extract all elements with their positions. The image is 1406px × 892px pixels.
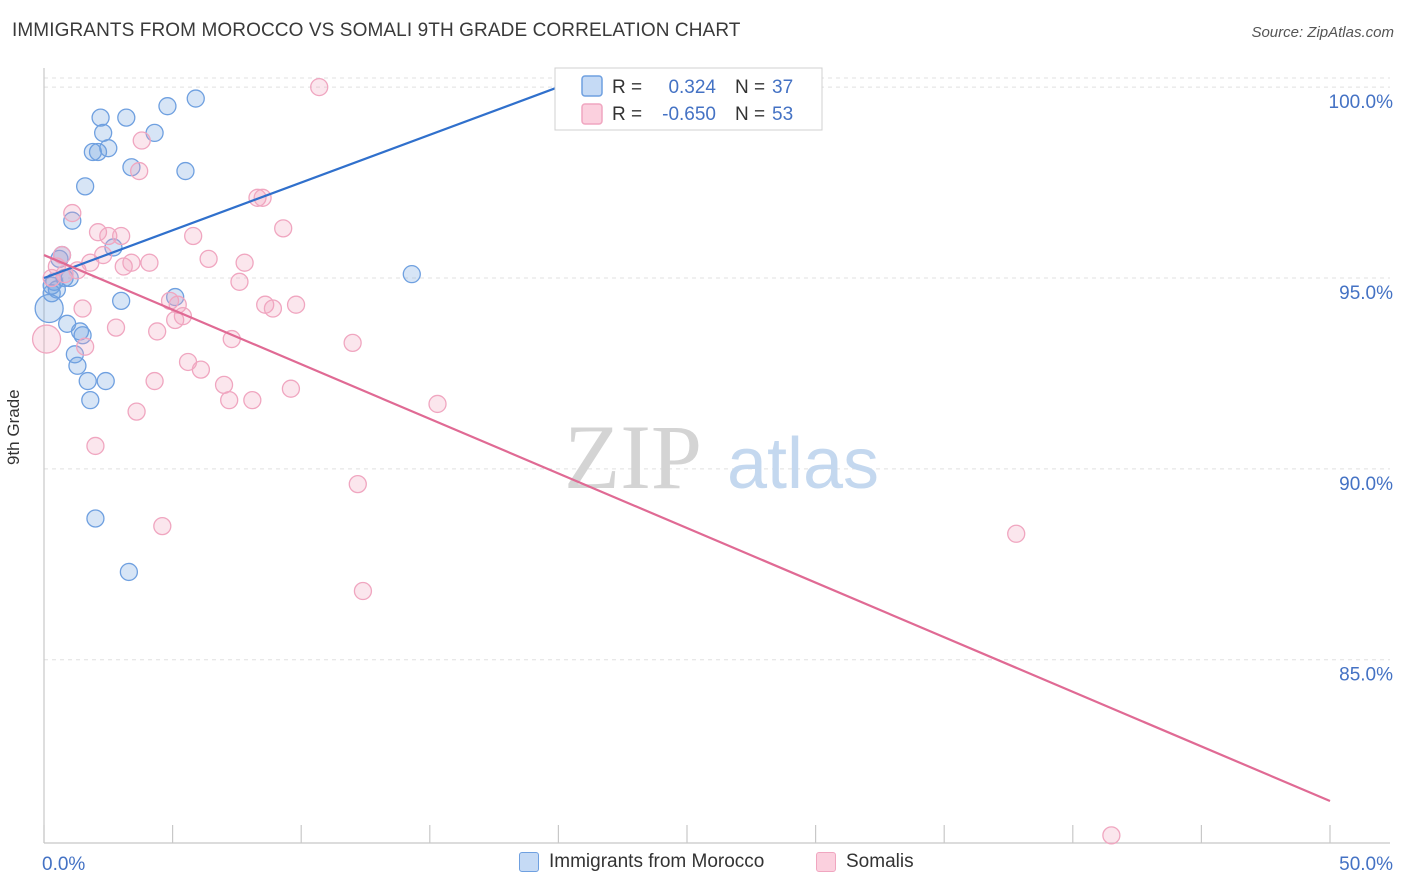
point-morocco (186, 89, 205, 108)
point-morocco (402, 265, 421, 284)
point-somalis (263, 299, 283, 318)
stats-swatch-morocco (581, 75, 603, 97)
point-somalis (99, 226, 118, 246)
point-morocco (65, 345, 85, 364)
point-morocco (81, 390, 100, 410)
point-somalis (130, 161, 149, 181)
y-tick-label: 100.0% (1329, 92, 1394, 113)
point-somalis (122, 253, 141, 272)
tick-labels: 100.0% 95.0% 90.0% 85.0% 0.0% 50.0% (42, 92, 1393, 875)
point-somalis (31, 324, 62, 354)
point-somalis (199, 249, 218, 269)
point-somalis (230, 272, 249, 291)
point-somalis (281, 379, 301, 398)
chart-title: IMMIGRANTS FROM MOROCCO VS SOMALI 9TH GR… (12, 20, 741, 41)
stats-r-label-morocco: R = (612, 77, 642, 98)
point-somalis (191, 360, 211, 379)
point-somalis (140, 253, 159, 272)
point-somalis (353, 581, 373, 601)
point-morocco (176, 161, 195, 181)
point-somalis (76, 337, 95, 356)
point-somalis (86, 436, 105, 456)
trendlines (43, 86, 1331, 803)
point-morocco (88, 142, 108, 162)
gridlines (44, 77, 1390, 661)
watermark-zip: ZIP (564, 406, 702, 508)
point-morocco (73, 326, 92, 345)
point-somalis (428, 394, 447, 414)
legend-label-morocco: Immigrants from Morocco (549, 851, 765, 872)
point-somalis (310, 77, 329, 97)
point-somalis (343, 333, 362, 353)
point-somalis (286, 295, 306, 314)
point-morocco (63, 211, 82, 230)
legend-swatch-somalis (816, 852, 836, 872)
point-somalis (1007, 524, 1026, 543)
point-somalis (127, 402, 146, 421)
point-somalis (1102, 826, 1121, 845)
point-morocco (96, 371, 115, 391)
point-morocco (86, 509, 105, 528)
point-morocco (76, 177, 95, 196)
watermark: ZIP atlas (564, 406, 879, 508)
y-tick-label: 85.0% (1339, 665, 1393, 686)
point-somalis (112, 226, 131, 246)
point-morocco (34, 293, 64, 324)
point-somalis (184, 226, 203, 246)
legend-item-somalis[interactable]: Somalis (816, 851, 914, 873)
stats-r-value-somalis: -0.650 (662, 104, 716, 125)
point-somalis (132, 131, 151, 150)
point-morocco (91, 108, 110, 127)
stats-n-value-morocco: 37 (772, 77, 793, 98)
point-morocco (99, 139, 118, 158)
point-somalis (63, 203, 82, 223)
chart-source: Source: ZipAtlas.com (1251, 24, 1394, 41)
point-somalis (88, 223, 108, 242)
point-morocco (68, 356, 87, 375)
x-tick-label: 50.0% (1339, 854, 1393, 875)
point-somalis (220, 390, 239, 410)
stats-r-value-morocco: 0.324 (668, 77, 716, 98)
point-morocco (112, 291, 131, 311)
point-morocco (117, 108, 136, 127)
point-somalis (274, 219, 293, 238)
stats-legend: R = 0.324 N = 37 R = -0.650 N = 53 (554, 67, 823, 131)
stats-n-label-morocco: N = (735, 77, 765, 98)
point-somalis (243, 390, 262, 410)
legend-item-morocco[interactable]: Immigrants from Morocco (519, 851, 764, 873)
point-somalis (153, 516, 172, 536)
point-somalis (73, 299, 92, 318)
point-somalis (214, 375, 234, 395)
point-somalis (235, 253, 254, 272)
data-points (31, 77, 1121, 845)
y-tick-label: 90.0% (1339, 474, 1393, 495)
point-somalis (106, 318, 126, 337)
y-tick-label: 95.0% (1339, 283, 1393, 304)
point-somalis (148, 322, 167, 341)
point-morocco (78, 371, 97, 391)
stats-swatch-somalis (581, 103, 603, 125)
x-tick-label: 0.0% (42, 854, 85, 875)
point-morocco (94, 123, 113, 143)
point-morocco (158, 97, 177, 116)
legend-label-somalis: Somalis (846, 851, 914, 872)
stats-n-label-somalis: N = (735, 104, 765, 125)
trendline-morocco (43, 86, 559, 280)
stats-n-value-somalis: 53 (772, 104, 793, 125)
point-somalis (348, 474, 367, 494)
trendline-somalis (43, 254, 1331, 803)
point-somalis (145, 371, 164, 391)
axes (43, 68, 1390, 844)
stats-r-label-somalis: R = (612, 104, 642, 125)
point-morocco (119, 562, 139, 582)
legend-swatch-morocco (519, 852, 539, 872)
watermark-atlas: atlas (727, 424, 879, 504)
